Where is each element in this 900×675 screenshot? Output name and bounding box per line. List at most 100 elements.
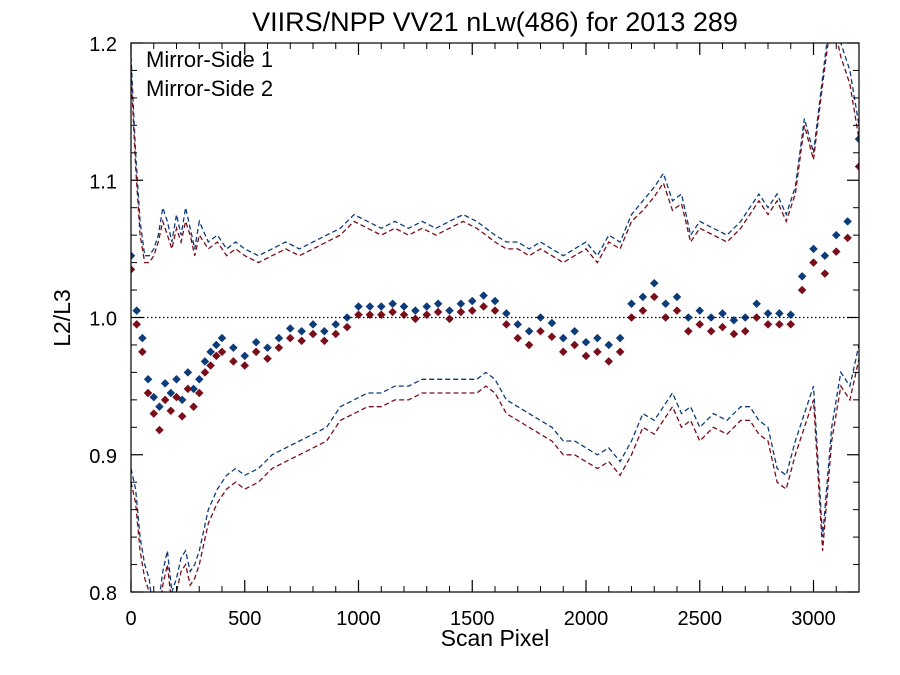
point-series-1	[331, 320, 341, 329]
y-tick-label: 1.1	[89, 171, 117, 193]
point-series-1	[149, 392, 159, 402]
point-series-1	[240, 351, 250, 361]
point-series-1	[729, 315, 739, 325]
point-series-2	[820, 269, 830, 278]
point-series-2	[149, 409, 159, 418]
point-series-1	[479, 291, 488, 300]
point-series-2	[729, 329, 739, 339]
point-series-2	[132, 320, 142, 329]
point-series-1	[593, 333, 602, 343]
point-series-1	[200, 357, 210, 366]
point-series-2	[684, 326, 693, 336]
point-series-2	[172, 392, 181, 402]
x-tick-label: 1500	[450, 608, 495, 630]
point-series-2	[536, 326, 545, 336]
point-series-1	[183, 368, 193, 377]
y-tick-label: 1.2	[89, 34, 117, 56]
point-series-1	[388, 299, 397, 309]
point-series-1	[786, 310, 796, 320]
point-series-2	[854, 162, 859, 171]
point-series-1	[638, 292, 648, 302]
point-series-2	[211, 351, 221, 361]
point-series-2	[695, 320, 705, 329]
point-series-2	[786, 320, 796, 329]
point-series-1	[320, 326, 329, 336]
x-tick-label: 2500	[678, 608, 723, 630]
point-series-2	[138, 347, 147, 357]
point-series-2	[718, 322, 727, 332]
point-series-1	[604, 340, 614, 350]
point-series-2	[422, 310, 432, 320]
point-series-1	[524, 326, 534, 336]
x-tick-label: 500	[228, 608, 261, 630]
point-series-2	[706, 326, 716, 336]
chart-title: VIIRS/NPP VV21 nLw(486) for 2013 289	[252, 7, 738, 37]
axis-ticks	[130, 42, 859, 593]
point-series-1	[138, 333, 147, 343]
point-series-2	[166, 406, 176, 416]
point-series-2	[433, 307, 443, 317]
point-series-2	[581, 351, 591, 361]
y-tick-label: 1.0	[89, 309, 117, 331]
point-series-1	[217, 333, 227, 343]
y-tick-label: 0.8	[89, 583, 117, 605]
point-series-2	[143, 388, 153, 398]
point-series-1	[206, 347, 215, 357]
point-series-1	[661, 299, 670, 309]
point-series-1	[445, 306, 454, 315]
point-series-2	[752, 313, 761, 322]
point-series-2	[177, 411, 187, 421]
point-series-1	[365, 302, 375, 311]
point-series-2	[547, 332, 557, 342]
point-series-1	[854, 134, 859, 144]
point-series-1	[581, 337, 591, 347]
x-tick-label: 3000	[791, 608, 836, 630]
point-series-1	[308, 320, 318, 329]
point-series-1	[297, 326, 306, 336]
point-series-1	[274, 333, 284, 343]
point-series-1	[775, 309, 784, 318]
point-series-2	[809, 258, 818, 267]
point-series-2	[638, 306, 648, 315]
point-series-1	[229, 343, 238, 353]
point-series-2	[217, 347, 227, 357]
point-series-1	[809, 244, 818, 254]
point-series-1	[211, 340, 221, 350]
point-series-2	[570, 340, 579, 350]
point-series-2	[354, 310, 363, 320]
point-series-1	[843, 217, 852, 226]
point-series-1	[131, 251, 136, 261]
point-series-2	[189, 402, 198, 412]
point-series-2	[229, 357, 238, 366]
point-series-2	[775, 320, 784, 329]
x-tick-label: 0	[125, 608, 136, 630]
x-tick-label: 1000	[336, 608, 381, 630]
point-series-1	[189, 384, 198, 394]
point-series-1	[627, 299, 636, 309]
envelope-upper-2	[131, 43, 859, 264]
point-series-1	[194, 374, 204, 384]
point-series-2	[308, 329, 318, 339]
point-series-1	[177, 395, 187, 405]
point-series-2	[797, 285, 807, 295]
point-series-1	[376, 302, 386, 311]
point-series-1	[763, 309, 773, 318]
point-series-2	[490, 306, 500, 315]
point-series-1	[820, 251, 830, 261]
point-series-2	[365, 310, 375, 320]
point-series-1	[672, 292, 682, 302]
point-series-1	[132, 306, 142, 315]
point-series-1	[433, 299, 443, 309]
point-series-1	[752, 299, 761, 309]
point-series-1	[797, 271, 807, 281]
envelope-lower-2	[131, 358, 859, 592]
point-series-2	[558, 347, 568, 357]
point-series-1	[649, 278, 659, 288]
point-series-1	[502, 309, 511, 318]
point-series-1	[547, 318, 557, 328]
point-series-2	[155, 425, 164, 435]
point-series-2	[593, 347, 602, 357]
axis-tick-labels: 0 500 1000 1500 2000 2500 3000 0.8 0.9 1.0 1.1 1.2	[89, 34, 836, 630]
point-series-2	[615, 347, 625, 357]
